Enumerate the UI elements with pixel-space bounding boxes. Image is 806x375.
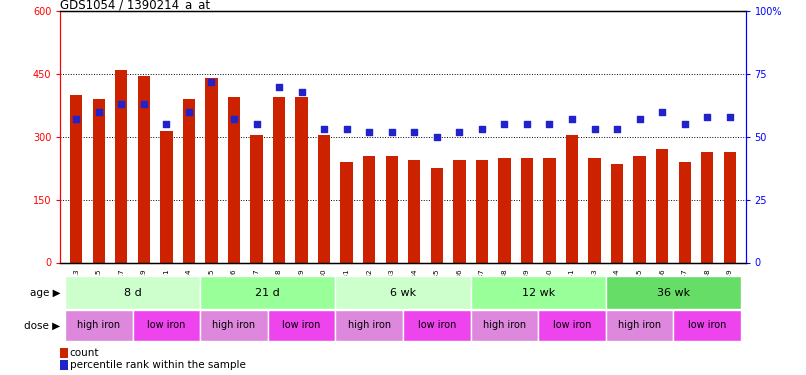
Text: 6 wk: 6 wk: [390, 288, 416, 297]
Text: high iron: high iron: [77, 320, 120, 330]
Text: 12 wk: 12 wk: [521, 288, 555, 297]
Bar: [363, 156, 376, 262]
Bar: [656, 149, 668, 262]
Text: high iron: high iron: [213, 320, 256, 330]
Bar: [138, 76, 150, 262]
Point: [700, 114, 713, 120]
Point: [114, 101, 127, 107]
Bar: [498, 158, 511, 262]
Point: [93, 109, 106, 115]
Text: high iron: high iron: [483, 320, 526, 330]
Bar: [268, 310, 335, 340]
Point: [543, 122, 556, 128]
Point: [588, 126, 601, 132]
Bar: [408, 160, 421, 262]
Point: [160, 122, 172, 128]
Bar: [588, 158, 600, 262]
Bar: [606, 276, 741, 309]
Text: 36 wk: 36 wk: [657, 288, 690, 297]
Point: [250, 122, 263, 128]
Bar: [340, 162, 353, 262]
Bar: [70, 95, 82, 262]
Text: count: count: [69, 348, 99, 358]
Point: [340, 126, 353, 132]
Point: [453, 129, 466, 135]
Bar: [521, 158, 533, 262]
Text: low iron: low iron: [688, 320, 726, 330]
Bar: [453, 160, 466, 262]
Point: [521, 122, 534, 128]
Point: [656, 109, 669, 115]
Bar: [611, 164, 623, 262]
Point: [272, 84, 285, 90]
Bar: [183, 99, 195, 262]
Bar: [200, 276, 335, 309]
Point: [318, 126, 330, 132]
Bar: [476, 160, 488, 262]
Bar: [674, 310, 741, 340]
Bar: [385, 156, 398, 262]
Bar: [634, 156, 646, 262]
Point: [70, 116, 83, 122]
Text: high iron: high iron: [347, 320, 391, 330]
Bar: [200, 310, 268, 340]
Text: low iron: low iron: [282, 320, 321, 330]
Point: [566, 116, 579, 122]
Bar: [206, 78, 218, 262]
Text: low iron: low iron: [418, 320, 456, 330]
Bar: [160, 130, 172, 262]
Bar: [724, 152, 736, 262]
Point: [385, 129, 398, 135]
Bar: [566, 135, 578, 262]
Bar: [251, 135, 263, 262]
Point: [137, 101, 150, 107]
Text: 8 d: 8 d: [123, 288, 141, 297]
Bar: [132, 310, 200, 340]
Text: 21 d: 21 d: [256, 288, 280, 297]
Bar: [335, 276, 471, 309]
Bar: [273, 97, 285, 262]
Bar: [471, 310, 538, 340]
Bar: [430, 168, 443, 262]
Point: [498, 122, 511, 128]
Bar: [403, 310, 471, 340]
Point: [182, 109, 195, 115]
Bar: [538, 310, 606, 340]
Point: [205, 79, 218, 85]
Bar: [701, 152, 713, 262]
Point: [430, 134, 443, 140]
Bar: [60, 348, 68, 358]
Bar: [295, 97, 308, 262]
Text: GDS1054 / 1390214_a_at: GDS1054 / 1390214_a_at: [60, 0, 210, 11]
Point: [679, 122, 692, 128]
Text: age ▶: age ▶: [30, 288, 60, 297]
Text: low iron: low iron: [147, 320, 185, 330]
Point: [723, 114, 736, 120]
Point: [476, 126, 488, 132]
Bar: [65, 310, 132, 340]
Bar: [228, 97, 240, 262]
Bar: [93, 99, 105, 262]
Bar: [543, 158, 555, 262]
Bar: [115, 70, 127, 262]
Bar: [471, 276, 606, 309]
Point: [363, 129, 376, 135]
Text: dose ▶: dose ▶: [24, 320, 60, 330]
Bar: [65, 276, 200, 309]
Point: [295, 88, 308, 94]
Point: [227, 116, 240, 122]
Bar: [679, 162, 691, 262]
Point: [408, 129, 421, 135]
Bar: [60, 360, 68, 370]
Text: high iron: high iron: [618, 320, 661, 330]
Bar: [606, 310, 674, 340]
Point: [611, 126, 624, 132]
Text: low iron: low iron: [553, 320, 592, 330]
Text: percentile rank within the sample: percentile rank within the sample: [69, 360, 246, 370]
Bar: [318, 135, 330, 262]
Bar: [335, 310, 403, 340]
Point: [634, 116, 646, 122]
